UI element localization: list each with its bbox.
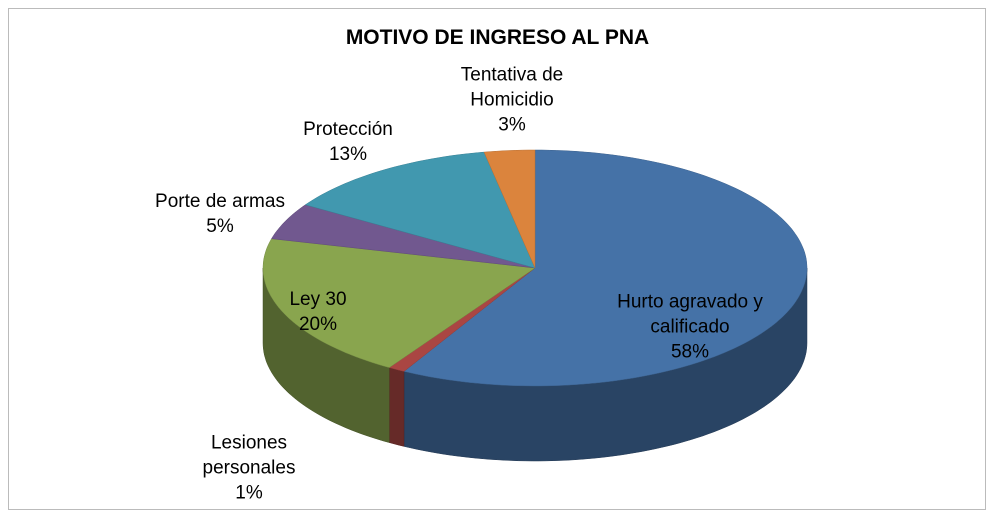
category-label: Lesiones personales — [202, 432, 296, 479]
chart-title: MOTIVO DE INGRESO AL PNA — [345, 26, 650, 49]
slice — [304, 151, 536, 269]
data-label: Protección 13% — [283, 117, 413, 167]
category-label: Ley 30 — [289, 289, 347, 310]
value-label: 58% — [670, 341, 710, 363]
slice-side — [389, 367, 405, 447]
category-label: Protección — [303, 119, 393, 140]
slice — [403, 149, 808, 387]
data-label: Lesiones personales 1% — [192, 431, 307, 506]
value-label: 20% — [298, 314, 338, 335]
data-label: Tentativa de Homicidio 3% — [437, 63, 587, 138]
data-label: Hurto agravado y calificado 58% — [603, 290, 778, 365]
value-label: 5% — [206, 216, 234, 237]
data-label: Porte de armas 5% — [130, 189, 310, 239]
value-label: 1% — [235, 482, 263, 504]
category-label: Hurto agravado y calificado — [617, 291, 763, 338]
slice — [271, 204, 536, 269]
data-label: Ley 30 20% — [273, 287, 363, 337]
value-label: 13% — [328, 144, 368, 165]
category-label: Tentativa de Homicidio — [460, 64, 564, 111]
slice — [262, 238, 536, 368]
category-label: Porte de armas — [155, 191, 285, 212]
slice — [483, 149, 536, 269]
value-label: 3% — [498, 114, 526, 136]
